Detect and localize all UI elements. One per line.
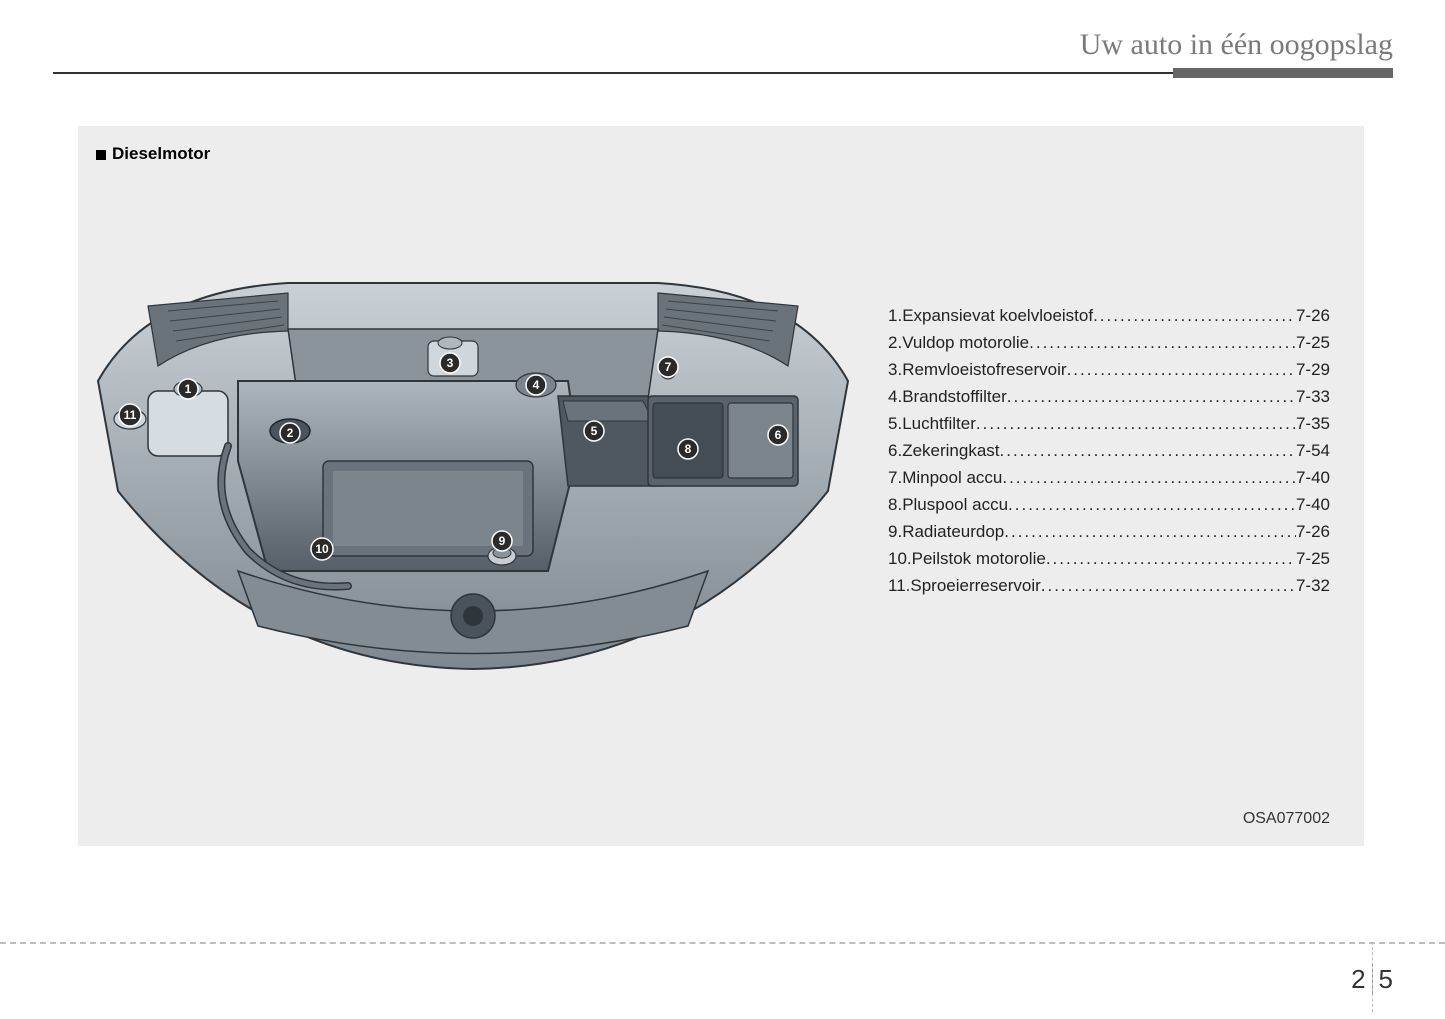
legend-label: Radiateurdop xyxy=(902,518,1004,545)
bullet-square-icon xyxy=(96,150,106,160)
legend-num: 6. xyxy=(888,437,902,464)
legend-dots xyxy=(976,410,1296,437)
legend-row: 6. Zekeringkast 7-54 xyxy=(888,437,1330,464)
legend-page: 7-25 xyxy=(1296,545,1330,572)
engine-diagram: + 1234567891011 xyxy=(88,271,858,681)
legend-label: Expansievat koelvloeistof xyxy=(902,302,1093,329)
legend-dots xyxy=(1041,572,1296,599)
legend-num: 5. xyxy=(888,410,902,437)
header-title: Uw auto in één oogopslag xyxy=(53,28,1393,68)
svg-text:3: 3 xyxy=(447,356,454,370)
coolant-reservoir xyxy=(148,391,228,456)
legend-label: Vuldop motorolie xyxy=(902,329,1029,356)
legend-row: 2. Vuldop motorolie 7-25 xyxy=(888,329,1330,356)
image-code: OSA077002 xyxy=(1243,810,1330,828)
section-number: 2 xyxy=(1351,964,1372,994)
legend-num: 11. xyxy=(888,572,910,599)
legend-num: 3. xyxy=(888,356,902,383)
legend-page: 7-35 xyxy=(1296,410,1330,437)
svg-text:11: 11 xyxy=(124,408,137,422)
callout-2: 2 xyxy=(280,423,300,443)
legend-label: Remvloeistofreservoir xyxy=(902,356,1066,383)
legend-label: Pluspool accu xyxy=(902,491,1008,518)
legend-label: Minpool accu xyxy=(902,464,1002,491)
engine-type-label: Dieselmotor xyxy=(96,144,210,164)
legend-dots xyxy=(1029,329,1296,356)
legend-num: 10. xyxy=(888,545,912,572)
legend-page: 7-29 xyxy=(1296,356,1330,383)
svg-text:8: 8 xyxy=(685,442,692,456)
legend-label: Brandstoffilter xyxy=(902,383,1007,410)
legend-list: 1. Expansievat koelvloeistof7-262. Vuldo… xyxy=(888,302,1330,599)
header-accent-block xyxy=(1173,68,1393,78)
legend-label: Peilstok motorolie xyxy=(912,545,1046,572)
page-number: 25 xyxy=(1351,964,1393,995)
legend-row: 9. Radiateurdop 7-26 xyxy=(888,518,1330,545)
callout-1: 1 xyxy=(178,379,198,399)
svg-text:5: 5 xyxy=(591,424,598,438)
legend-page: 7-40 xyxy=(1296,464,1330,491)
svg-text:9: 9 xyxy=(499,534,506,548)
callout-7: 7 xyxy=(658,357,678,377)
svg-text:2: 2 xyxy=(287,426,294,440)
page-number-value: 5 xyxy=(1373,964,1393,994)
legend-label: Luchtfilter xyxy=(902,410,976,437)
callout-9: 9 xyxy=(492,531,512,551)
legend-row: 10. Peilstok motorolie 7-25 xyxy=(888,545,1330,572)
legend-dots xyxy=(1000,437,1296,464)
legend-row: 5. Luchtfilter 7-35 xyxy=(888,410,1330,437)
callout-8: 8 xyxy=(678,439,698,459)
legend-row: 7. Minpool accu 7-40 xyxy=(888,464,1330,491)
legend-label: Zekeringkast xyxy=(902,437,999,464)
brake-cap xyxy=(438,337,462,349)
legend-row: 4. Brandstoffilter 7-33 xyxy=(888,383,1330,410)
legend-num: 7. xyxy=(888,464,902,491)
legend-page: 7-25 xyxy=(1296,329,1330,356)
legend-row: 3. Remvloeistofreservoir 7-29 xyxy=(888,356,1330,383)
legend-num: 2. xyxy=(888,329,902,356)
air-filter-lid xyxy=(563,401,653,421)
legend-page: 7-40 xyxy=(1296,491,1330,518)
hood-latch-center xyxy=(463,606,483,626)
callout-4: 4 xyxy=(526,375,546,395)
svg-text:7: 7 xyxy=(665,360,672,374)
legend-page: 7-33 xyxy=(1296,383,1330,410)
svg-text:1: 1 xyxy=(185,382,192,396)
footer-dashed-line xyxy=(0,942,1445,944)
legend-dots xyxy=(1008,491,1296,518)
svg-text:6: 6 xyxy=(775,428,782,442)
callout-11: 11 xyxy=(119,404,141,426)
callout-5: 5 xyxy=(584,421,604,441)
content-panel: Dieselmotor xyxy=(78,126,1364,846)
legend-num: 9. xyxy=(888,518,902,545)
legend-dots xyxy=(1007,383,1296,410)
legend-dots xyxy=(1067,356,1296,383)
legend-dots xyxy=(1046,545,1296,572)
callout-6: 6 xyxy=(768,425,788,445)
legend-num: 4. xyxy=(888,383,902,410)
legend-label: Sproeierreservoir xyxy=(910,572,1040,599)
callout-10: 10 xyxy=(311,538,333,560)
legend-page: 7-54 xyxy=(1296,437,1330,464)
legend-dots xyxy=(1002,464,1296,491)
legend-num: 1. xyxy=(888,302,902,329)
svg-text:4: 4 xyxy=(533,378,540,392)
svg-text:10: 10 xyxy=(315,542,329,556)
callout-3: 3 xyxy=(440,353,460,373)
legend-page: 7-26 xyxy=(1296,518,1330,545)
legend-page: 7-32 xyxy=(1296,572,1330,599)
engine-label-text: Dieselmotor xyxy=(112,144,210,163)
legend-row: 8. Pluspool accu 7-40 xyxy=(888,491,1330,518)
legend-num: 8. xyxy=(888,491,902,518)
legend-row: 1. Expansievat koelvloeistof 7-26 xyxy=(888,302,1330,329)
legend-dots xyxy=(1004,518,1296,545)
legend-page: 7-26 xyxy=(1296,302,1330,329)
legend-dots xyxy=(1093,302,1296,329)
legend-row: 11. Sproeierreservoir 7-32 xyxy=(888,572,1330,599)
